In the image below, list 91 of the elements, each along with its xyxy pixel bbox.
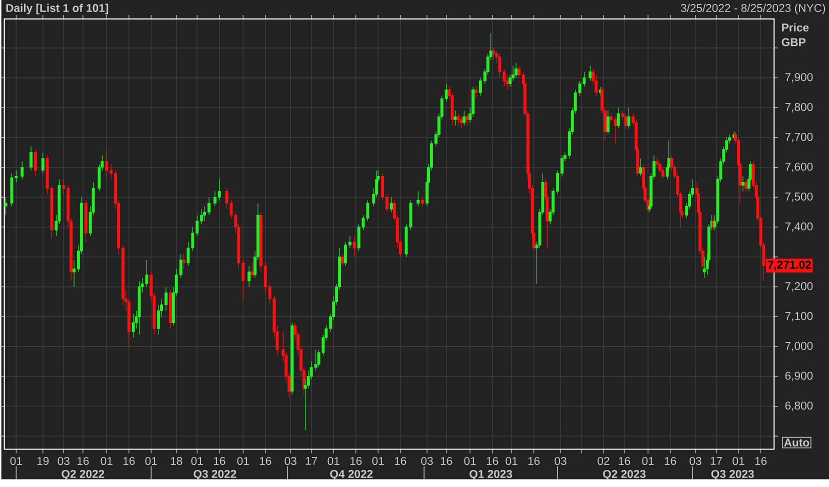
candlestick bbox=[639, 158, 642, 176]
x-tick-label: 17 bbox=[710, 456, 722, 465]
candlestick bbox=[182, 254, 186, 270]
candlestick bbox=[352, 236, 356, 258]
candlestick bbox=[20, 160, 24, 180]
x-tick-label: 16 bbox=[394, 456, 406, 465]
x2-tick-label: Q3 2023 bbox=[711, 470, 754, 480]
candlestick bbox=[588, 65, 592, 81]
x-tick-label: 17 bbox=[306, 456, 318, 465]
x-tick-label: 01 bbox=[642, 456, 654, 465]
chart-title: Daily [List 1 of 101] bbox=[6, 4, 108, 14]
y-tick-label: 7,700 bbox=[785, 132, 813, 142]
x2-tick-label: Q3 2022 bbox=[194, 470, 236, 480]
x-tick-label: 03 bbox=[554, 456, 566, 465]
candlestick bbox=[105, 148, 108, 176]
x2-tick-label: Q1 2023 bbox=[470, 470, 512, 480]
candlestick bbox=[741, 176, 744, 192]
x-tick-label: 16 bbox=[618, 456, 630, 465]
annotation: 7,271.02 bbox=[768, 260, 811, 270]
candlestick bbox=[168, 289, 172, 329]
candlestick bbox=[466, 113, 469, 126]
y-tick-label: 7,800 bbox=[785, 102, 813, 112]
candlestick bbox=[456, 113, 460, 126]
candlestick bbox=[454, 110, 457, 126]
candlestick bbox=[10, 172, 14, 206]
x-tick-label: 01 bbox=[237, 456, 249, 465]
candlestick bbox=[34, 148, 37, 176]
candlestick bbox=[421, 196, 424, 206]
x-tick-label: 16 bbox=[350, 456, 362, 465]
y-tick-label: 6,800 bbox=[785, 401, 813, 411]
y-tick-label: 7,500 bbox=[785, 192, 813, 202]
chart-subtitle: 3/25/2022 - 8/25/2023 (NYC) bbox=[680, 4, 826, 14]
candlestick bbox=[341, 254, 344, 266]
candlestick bbox=[138, 280, 141, 335]
candlestick bbox=[290, 322, 294, 394]
x-tick-label: 03 bbox=[421, 456, 433, 465]
x-tick-label: 03 bbox=[58, 456, 70, 465]
x-tick-label: 19 bbox=[37, 456, 49, 465]
candlestick bbox=[248, 265, 251, 287]
candlestick bbox=[41, 152, 44, 174]
candlestick bbox=[460, 116, 463, 129]
candlestick bbox=[492, 47, 496, 60]
y-tick-label: 7,000 bbox=[785, 342, 813, 352]
y-tick-label: 6,900 bbox=[785, 372, 813, 381]
text: Auto bbox=[784, 438, 810, 446]
x2-tick-label: Q2 2022 bbox=[62, 470, 104, 480]
x-tick-label: 16 bbox=[440, 456, 452, 465]
y-tick-label: 7,900 bbox=[785, 72, 813, 82]
x-tick-label: 01 bbox=[145, 456, 157, 465]
candlestick bbox=[30, 146, 33, 170]
x-tick-label: 16 bbox=[214, 456, 226, 465]
y-axis-title: Price GBP bbox=[782, 23, 809, 46]
candlestick bbox=[84, 200, 88, 242]
candlestick bbox=[744, 178, 748, 192]
x-tick-label: 16 bbox=[528, 456, 540, 465]
candlestick bbox=[616, 107, 620, 129]
x-tick-label: 01 bbox=[328, 456, 340, 465]
candlestick bbox=[462, 110, 466, 126]
x-tick-label: 03 bbox=[284, 456, 296, 465]
x-tick-label: 16 bbox=[755, 456, 767, 465]
candlestick bbox=[416, 190, 420, 206]
x-tick-label: 01 bbox=[732, 456, 744, 465]
candlestick bbox=[4, 196, 8, 216]
candlestick bbox=[514, 62, 518, 78]
x-tick-label: 01 bbox=[464, 456, 476, 465]
x-tick-label: 16 bbox=[78, 456, 89, 465]
x-tick-label: 01 bbox=[10, 456, 22, 465]
x-tick-label: 18 bbox=[170, 456, 182, 465]
x-tick-label: 16 bbox=[260, 456, 272, 465]
x-tick-label: 01 bbox=[372, 456, 384, 465]
candlestick bbox=[606, 110, 610, 135]
x-tick-label: 03 bbox=[690, 456, 702, 465]
x-tick-label: 01 bbox=[100, 456, 112, 465]
candlestick bbox=[390, 196, 393, 212]
y-tick-label: 7,600 bbox=[785, 162, 813, 172]
candlestick bbox=[474, 86, 478, 99]
y-tick-label: 7,100 bbox=[785, 312, 813, 322]
candlestick bbox=[132, 313, 135, 338]
x-tick-label: 16 bbox=[664, 456, 676, 465]
x-tick-label: 16 bbox=[486, 456, 498, 465]
candlestick bbox=[250, 262, 254, 278]
x-tick-label: 01 bbox=[191, 456, 203, 465]
x2-tick-label: Q4 2022 bbox=[330, 470, 373, 480]
y-tick-label: 7,200 bbox=[785, 282, 813, 292]
x2-tick-label: Q2 2023 bbox=[603, 470, 646, 480]
x-tick-label: 02 bbox=[598, 456, 610, 465]
y-tick-label: 7,400 bbox=[785, 222, 813, 232]
x-tick-label: 16 bbox=[123, 456, 135, 465]
x-tick-label: 01 bbox=[506, 456, 518, 465]
candlestick bbox=[627, 107, 630, 129]
candlestick bbox=[614, 116, 617, 144]
